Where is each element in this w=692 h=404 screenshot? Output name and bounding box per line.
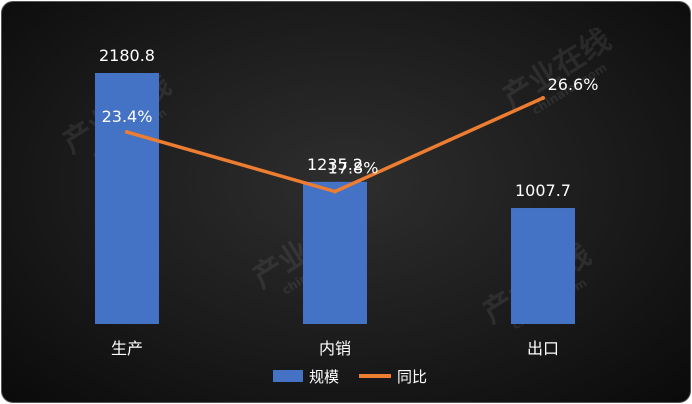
legend-label-bar: 规模 [309,368,339,386]
bar-1 [303,181,367,324]
bar-2 [511,208,575,324]
legend-layer: 规模 同比 [273,368,427,386]
line-value-label: 26.6% [548,75,599,94]
labels-layer: 2180.8 生产 1235.2 内销 1007.7 出口 23.4% 17.8% 26.6% [99,46,598,358]
category-label: 出口 [527,339,559,358]
line-layer [125,96,545,194]
line-point-1 [333,189,337,194]
line-point-2 [541,96,545,100]
legend-label-line: 同比 [397,368,427,386]
bar-value-label: 1235.2 [307,155,363,174]
bar-0 [95,73,159,324]
category-label: 内销 [319,339,351,358]
legend-swatch-bar [273,370,303,382]
bar-value-label: 2180.8 [99,46,155,65]
category-label: 生产 [111,339,143,358]
line-value-label: 17.8% [328,159,379,178]
bars-layer [95,73,575,324]
line-point-0 [125,130,129,134]
line-value-label: 23.4% [102,107,153,126]
bar-value-label: 1007.7 [515,181,571,200]
